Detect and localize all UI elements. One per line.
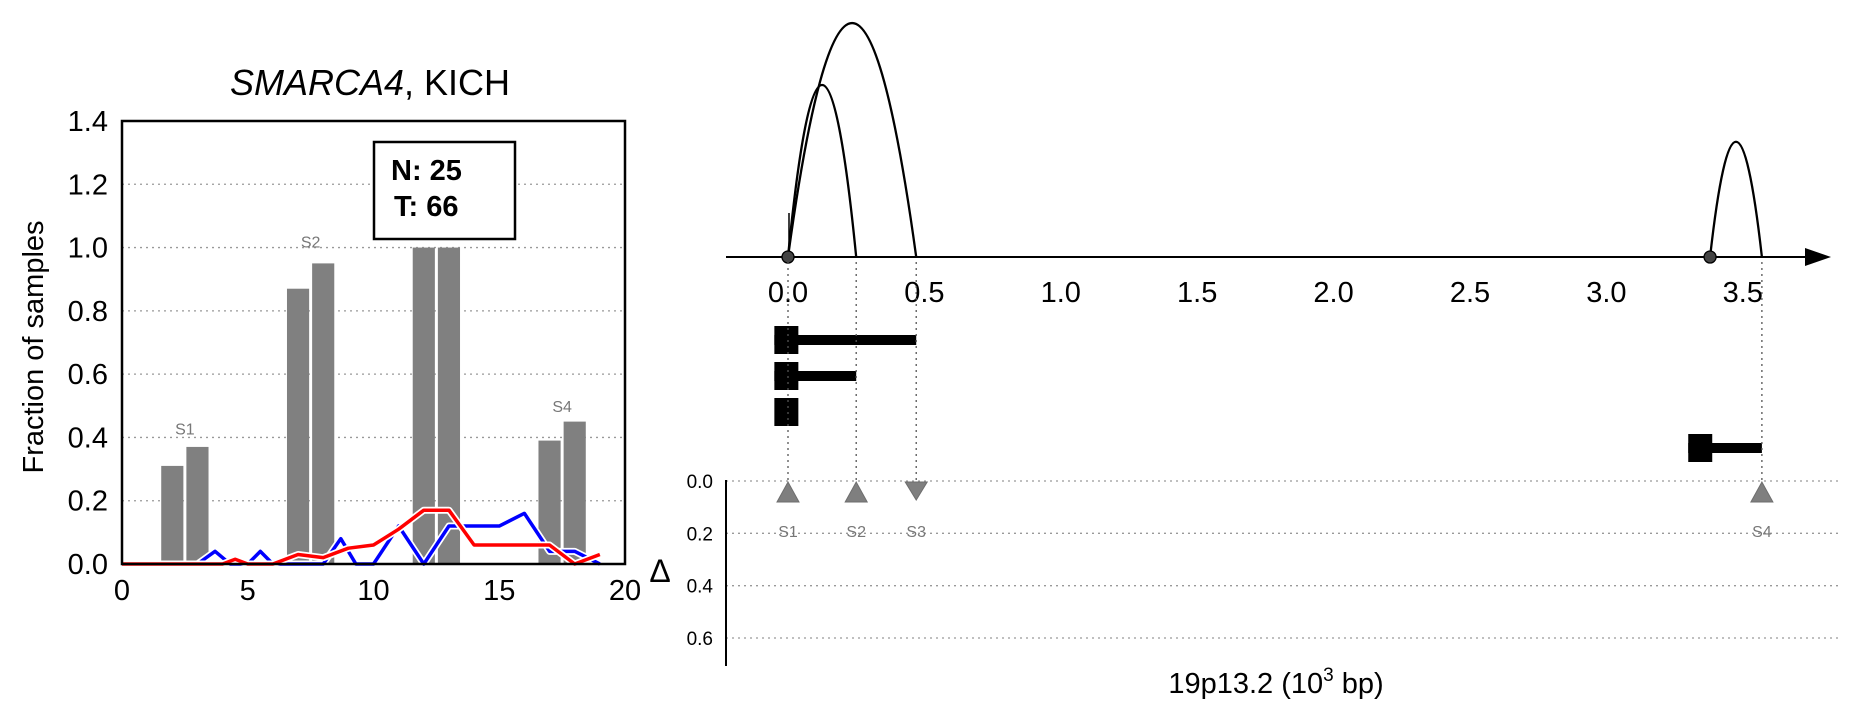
x-axis-label-main: 19p13.2 (10 — [1168, 668, 1323, 700]
transcript-line — [774, 335, 917, 345]
site-label: S2 — [846, 524, 866, 541]
axis-tick-label: 2.5 — [1450, 277, 1490, 309]
bar — [286, 288, 310, 564]
bar — [437, 247, 461, 565]
site-guides — [787, 262, 1763, 481]
site-label: S3 — [906, 524, 926, 541]
transcript-line — [774, 371, 857, 381]
nodes — [781, 250, 1717, 264]
tumor-count: T: 66 — [394, 191, 458, 223]
node — [1703, 250, 1717, 264]
chart-title: SMARCA4, KICH — [230, 62, 510, 103]
bar — [412, 247, 435, 565]
bar — [312, 263, 335, 564]
delta-tick-label: 0.6 — [687, 629, 713, 650]
delta-grid: 0.0 0.2 0.4 0.6 — [687, 472, 1838, 650]
bar — [563, 421, 586, 564]
y-tick-label: 0.4 — [68, 422, 108, 454]
delta-label: Δ — [649, 553, 670, 589]
x-tick-label: 0 — [114, 575, 130, 607]
bar — [538, 440, 561, 564]
junction-arcs — [786, 21, 1764, 258]
junction-arc — [786, 83, 858, 258]
y-tick-label: 0.0 — [68, 549, 108, 581]
tick-labels: 0.0 0.2 0.4 0.6 0.8 1.0 1.2 1.4 0 5 10 15 20 — [68, 106, 641, 607]
y-axis-label: Fraction of samples — [18, 220, 50, 473]
exon-block — [774, 326, 799, 354]
normal-count: N: 25 — [391, 155, 462, 187]
x-tick-label: 15 — [483, 575, 515, 607]
y-tick-label: 1.4 — [68, 106, 108, 138]
exon-block — [774, 362, 799, 390]
delta-tick-label: 0.2 — [687, 524, 713, 545]
x-axis-label-sup: 3 — [1323, 665, 1334, 686]
triangle-up-icon — [776, 480, 800, 503]
site-label: S2 — [301, 235, 321, 252]
fraction-chart: SMARCA4, KICH Fraction of samples S1 S2 S4… — [18, 62, 641, 607]
series-line — [122, 511, 601, 566]
bar — [186, 446, 209, 564]
triangle-down-icon — [904, 481, 929, 501]
title-rest: , KICH — [404, 62, 510, 103]
y-tick-label: 1.0 — [68, 233, 108, 265]
x-tick-label: 5 — [240, 575, 256, 607]
site-labels: S1 S2 S4 — [175, 235, 572, 439]
exon-block — [1688, 434, 1713, 462]
delta-tick-label: 0.0 — [687, 472, 713, 493]
axis-tick-label: 1.5 — [1177, 277, 1217, 309]
axis-tick-label: 1.0 — [1041, 277, 1081, 309]
bars — [161, 247, 586, 565]
site-label: S1 — [175, 421, 195, 438]
x-tick-label: 10 — [357, 575, 389, 607]
exon-block — [774, 398, 799, 426]
site-label: S1 — [778, 524, 798, 541]
count-box: N: 25 T: 66 — [372, 140, 517, 241]
y-tick-label: 0.8 — [68, 296, 108, 328]
axis-tick-label: 3.0 — [1586, 277, 1626, 309]
site-label: S4 — [1752, 524, 1772, 541]
y-tick-label: 0.6 — [68, 359, 108, 391]
x-axis-label: 19p13.2 (103 bp) — [1168, 665, 1383, 700]
count-box-frame — [372, 140, 517, 241]
junction-arc — [1708, 140, 1764, 258]
axis-tick-label: 0.5 — [904, 277, 944, 309]
x-tick-label: 20 — [609, 575, 641, 607]
triangle-up-icon — [1750, 480, 1774, 503]
axis-tick-label: 2.0 — [1313, 277, 1353, 309]
plot-frame — [120, 119, 627, 566]
junction-arc — [786, 21, 918, 258]
delta-tick-label: 0.4 — [687, 577, 714, 598]
axis-tick-labels: 0.0 0.5 1.0 1.5 2.0 2.5 3.0 3.5 — [768, 277, 1763, 309]
site-markers: S1 S2 S3 S4 — [776, 480, 1774, 541]
transcript-line — [1688, 443, 1762, 453]
transcripts — [774, 326, 1762, 462]
site-label: S4 — [552, 399, 572, 416]
x-axis-label-tail: bp) — [1334, 668, 1384, 700]
bar — [161, 465, 184, 564]
y-tick-label: 1.2 — [68, 169, 108, 201]
node — [781, 250, 795, 264]
axis-arrow-icon — [1805, 248, 1831, 266]
splice-diagram: 0.0 0.5 1.0 1.5 2.0 2.5 3.0 3.5 0.00.20.40.6 Δ … — [649, 21, 1838, 700]
triangle-up-icon — [844, 480, 869, 503]
y-tick-label: 0.2 — [68, 486, 108, 518]
axis-tick-label: 3.5 — [1723, 277, 1763, 309]
title-gene: SMARCA4 — [230, 62, 404, 103]
